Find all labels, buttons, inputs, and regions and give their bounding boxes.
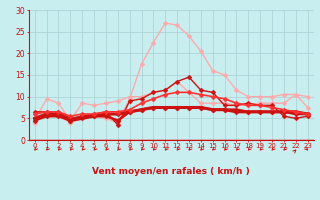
Text: Vent moyen/en rafales ( km/h ): Vent moyen/en rafales ( km/h ) bbox=[92, 168, 250, 176]
